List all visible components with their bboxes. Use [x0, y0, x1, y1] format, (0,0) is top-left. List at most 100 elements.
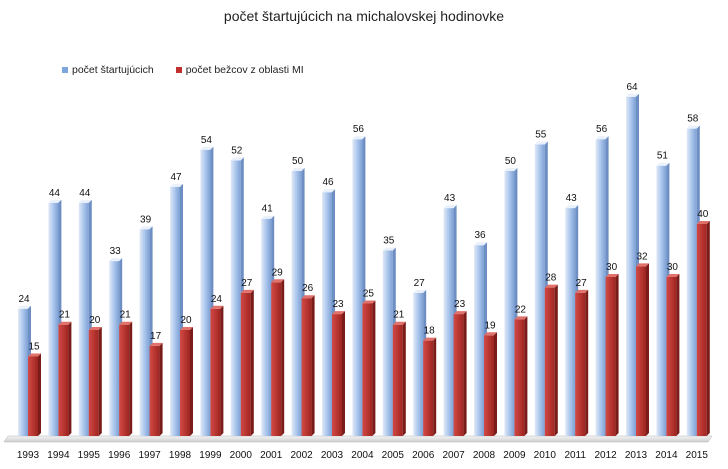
value-label-starters-2001: 41: [262, 204, 274, 215]
bar-local-2014: [666, 277, 677, 436]
value-label-local-1996: 21: [120, 310, 132, 321]
bar-local-1998: [180, 330, 190, 436]
bar-local-2006-side: [433, 337, 437, 436]
bar-local-2009: [514, 319, 525, 436]
bar-local-1997-side: [159, 342, 163, 436]
value-label-local-2009: 22: [515, 304, 527, 315]
value-label-local-2004: 25: [363, 289, 375, 300]
value-label-starters-1993: 24: [18, 294, 30, 305]
bar-local-2002: [301, 298, 312, 436]
bar-local-1999-side: [220, 305, 224, 436]
x-tick-2006: 2006: [412, 450, 435, 461]
value-label-local-2012: 30: [606, 262, 618, 273]
x-tick-2015: 2015: [686, 450, 709, 461]
bar-starters-2014: [656, 165, 667, 436]
value-label-starters-2005: 35: [383, 236, 395, 247]
bar-starters-2013-top: [626, 93, 639, 97]
value-label-local-2014: 30: [667, 262, 679, 273]
bar-starters-1999: [200, 149, 211, 437]
value-label-starters-2010: 55: [535, 130, 547, 141]
bar-starters-1993-top: [18, 305, 31, 309]
value-label-starters-2009: 50: [505, 156, 517, 167]
bar-local-2001-side: [281, 279, 285, 436]
bar-starters-1998-top: [170, 183, 183, 187]
bar-local-1999-top: [210, 305, 224, 309]
bar-local-2011-top: [575, 289, 589, 293]
bar-starters-1994-top: [48, 199, 62, 203]
bar-starters-2004: [352, 139, 363, 436]
x-tick-2005: 2005: [382, 450, 405, 461]
bar-local-2004-top: [362, 300, 376, 304]
bar-local-1996-side: [129, 321, 133, 436]
value-label-local-1999: 24: [211, 294, 223, 305]
bar-starters-2009: [504, 171, 515, 436]
bar-local-2005-side: [402, 321, 406, 436]
bar-local-2012-top: [605, 274, 619, 277]
value-label-starters-2014: 51: [657, 151, 669, 162]
bar-starters-1997-top: [139, 226, 153, 230]
bar-local-2002-side: [311, 295, 315, 436]
bar-local-2005: [392, 324, 403, 436]
bar-starters-1997: [139, 229, 150, 436]
bar-local-1996: [119, 324, 130, 436]
bar-local-2007-top: [453, 311, 467, 315]
bar-starters-1998: [170, 186, 180, 436]
x-tick-2011: 2011: [564, 450, 586, 461]
value-label-starters-2007: 43: [444, 193, 456, 204]
legend: počet štartujúcich počet bežcov z oblast…: [62, 64, 304, 76]
bar-starters-2000: [230, 160, 241, 436]
bar-local-2013-side: [646, 263, 649, 436]
value-label-starters-2008: 36: [474, 230, 486, 241]
value-label-local-2006: 18: [424, 326, 436, 337]
bar-starters-2015-top: [686, 125, 700, 129]
value-label-starters-2006: 27: [414, 278, 426, 289]
bar-local-2001: [271, 282, 282, 436]
bar-starters-2005-top: [382, 247, 396, 251]
bar-starters-2011: [565, 208, 576, 436]
bar-starters-1995: [78, 202, 89, 436]
bar-local-2008: [484, 335, 494, 436]
bar-starters-2010-top: [534, 141, 548, 145]
bar-local-1993-side: [38, 353, 41, 436]
value-label-starters-2012: 56: [596, 124, 608, 135]
bar-local-1996-top: [119, 321, 133, 325]
legend-swatch-local-runners: [175, 67, 182, 73]
value-label-starters-2003: 46: [322, 177, 334, 188]
legend-item-starters: počet štartujúcich: [62, 64, 154, 76]
x-tick-2002: 2002: [290, 450, 313, 461]
value-label-local-1997: 17: [150, 331, 162, 342]
bar-starters-2003-top: [322, 189, 335, 193]
bar-local-2002-top: [301, 295, 315, 299]
x-tick-2014: 2014: [655, 450, 678, 461]
floor-plane: [3, 435, 713, 443]
x-tick-2012: 2012: [594, 450, 617, 461]
bar-local-2014-side: [676, 274, 680, 436]
bar-local-2013: [636, 266, 646, 436]
bar-starters-2000-top: [230, 157, 244, 161]
bar-local-2008-top: [484, 332, 497, 336]
bar-local-2004: [362, 303, 373, 436]
bar-local-2000-top: [240, 289, 254, 293]
value-label-local-1993: 15: [28, 342, 40, 353]
bar-starters-2014-top: [656, 162, 670, 166]
bar-local-2004-side: [372, 300, 376, 436]
value-label-starters-1995: 44: [79, 188, 91, 199]
x-tick-1994: 1994: [47, 450, 70, 461]
value-label-local-2001: 29: [272, 267, 284, 278]
bar-starters-2008-top: [474, 242, 487, 246]
bar-local-2009-side: [524, 316, 528, 436]
bar-local-2003-side: [342, 311, 345, 436]
bar-starters-1996: [109, 261, 120, 436]
bar-starters-2012-top: [595, 136, 609, 140]
x-tick-2003: 2003: [321, 450, 344, 461]
bar-local-2005-top: [392, 321, 406, 325]
bar-starters-1993: [18, 308, 28, 436]
value-label-local-1998: 20: [180, 315, 192, 326]
value-label-local-2013: 32: [636, 251, 648, 262]
bar-local-1994-side: [68, 321, 72, 436]
value-label-starters-2002: 50: [292, 156, 304, 167]
value-label-starters-2013: 64: [626, 82, 638, 93]
legend-swatch-starters: [62, 67, 68, 73]
